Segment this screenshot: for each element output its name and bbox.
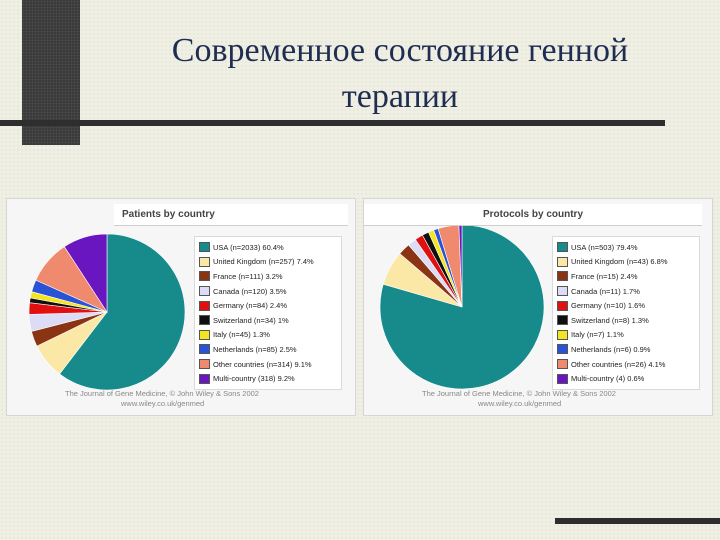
legend-item: Switzerland (n=8) 1.3% [557,313,695,328]
legend-label: France (n=15) 2.4% [571,271,638,281]
legend-swatch [557,300,568,311]
legend-swatch [557,286,568,297]
patients-pie-chart [28,233,186,391]
legend-label: USA (n=503) 79.4% [571,242,638,252]
legend-swatch [199,242,210,253]
legend-swatch [557,271,568,282]
protocols-legend: USA (n=503) 79.4% United Kingdom (n=43) 6… [552,236,700,390]
legend-label: Switzerland (n=34) 1% [213,315,289,325]
legend-item: Multi-country (318) 9.2% [199,371,337,386]
legend-item: United Kingdom (n=257) 7.4% [199,255,337,270]
legend-swatch [199,315,210,326]
protocols-chart-title: Protocols by country [364,204,702,226]
legend-label: France (n=111) 3.2% [213,271,283,281]
legend-item: Switzerland (n=34) 1% [199,313,337,328]
legend-swatch [199,329,210,340]
patients-chart-panel: Patients by country USA (n=2033) 60.4% Un… [6,198,356,416]
pie-slice-usa [59,233,186,391]
legend-label: Other countries (n=26) 4.1% [571,359,666,369]
legend-label: Netherlands (n=85) 2.5% [213,344,297,354]
protocols-pie-chart [379,224,545,390]
legend-label: Germany (n=84) 2.4% [213,301,287,311]
patients-source-line2: www.wiley.co.uk/genmed [121,399,205,408]
slide-title: Современное состояние генной терапии [100,28,700,120]
legend-label: Italy (n=7) 1.1% [571,330,624,340]
legend-label: Multi-country (4) 0.6% [571,374,645,384]
decorative-top-rule [0,120,665,126]
legend-label: Netherlands (n=6) 0.9% [571,344,651,354]
legend-swatch [199,344,210,355]
legend-item: Netherlands (n=6) 0.9% [557,342,695,357]
legend-label: United Kingdom (n=43) 6.8% [571,257,668,267]
slide-title-line1: Современное состояние генной [171,32,629,69]
legend-item: USA (n=503) 79.4% [557,240,695,255]
legend-item: Multi-country (4) 0.6% [557,371,695,386]
legend-label: Other countries (n=314) 9.1% [213,359,312,369]
legend-swatch [199,256,210,267]
protocols-source-credit: The Journal of Gene Medicine, © John Wil… [422,389,720,409]
legend-item: Canada (n=120) 3.5% [199,284,337,299]
patients-source-line1: The Journal of Gene Medicine, © John Wil… [65,389,259,398]
legend-swatch [199,300,210,311]
legend-item: Canada (n=11) 1.7% [557,284,695,299]
legend-item: Italy (n=45) 1.3% [199,328,337,343]
legend-swatch [557,344,568,355]
protocols-source-line2: www.wiley.co.uk/genmed [478,399,562,408]
decorative-bottom-rule [555,518,720,524]
legend-swatch [199,373,210,384]
legend-label: Italy (n=45) 1.3% [213,330,270,340]
legend-label: Switzerland (n=8) 1.3% [571,315,649,325]
legend-label: Canada (n=11) 1.7% [571,286,640,296]
legend-item: Germany (n=84) 2.4% [199,298,337,313]
legend-item: France (n=111) 3.2% [199,269,337,284]
legend-item: Other countries (n=314) 9.1% [199,357,337,372]
legend-item: USA (n=2033) 60.4% [199,240,337,255]
patients-legend: USA (n=2033) 60.4% United Kingdom (n=257)… [194,236,342,390]
protocols-chart-panel: Protocols by country USA (n=503) 79.4% Un… [363,198,713,416]
legend-label: USA (n=2033) 60.4% [213,242,284,252]
slide-title-line2: терапии [341,78,459,115]
legend-label: Multi-country (318) 9.2% [213,374,295,384]
legend-item: United Kingdom (n=43) 6.8% [557,255,695,270]
legend-swatch [199,271,210,282]
legend-label: Germany (n=10) 1.6% [571,301,645,311]
legend-swatch [557,329,568,340]
legend-item: Italy (n=7) 1.1% [557,328,695,343]
legend-swatch [557,256,568,267]
legend-label: United Kingdom (n=257) 7.4% [213,257,314,267]
legend-swatch [557,359,568,370]
legend-item: France (n=15) 2.4% [557,269,695,284]
legend-swatch [199,286,210,297]
legend-swatch [557,242,568,253]
legend-swatch [557,315,568,326]
pie-slice-multi-country [63,233,108,314]
legend-item: Germany (n=10) 1.6% [557,298,695,313]
patients-source-credit: The Journal of Gene Medicine, © John Wil… [65,389,413,409]
protocols-source-line1: The Journal of Gene Medicine, © John Wil… [422,389,616,398]
pie-slice-usa [379,224,545,390]
legend-label: Canada (n=120) 3.5% [213,286,287,296]
legend-swatch [199,359,210,370]
legend-item: Netherlands (n=85) 2.5% [199,342,337,357]
patients-chart-title: Patients by country [114,204,348,226]
legend-item: Other countries (n=26) 4.1% [557,357,695,372]
legend-swatch [557,373,568,384]
